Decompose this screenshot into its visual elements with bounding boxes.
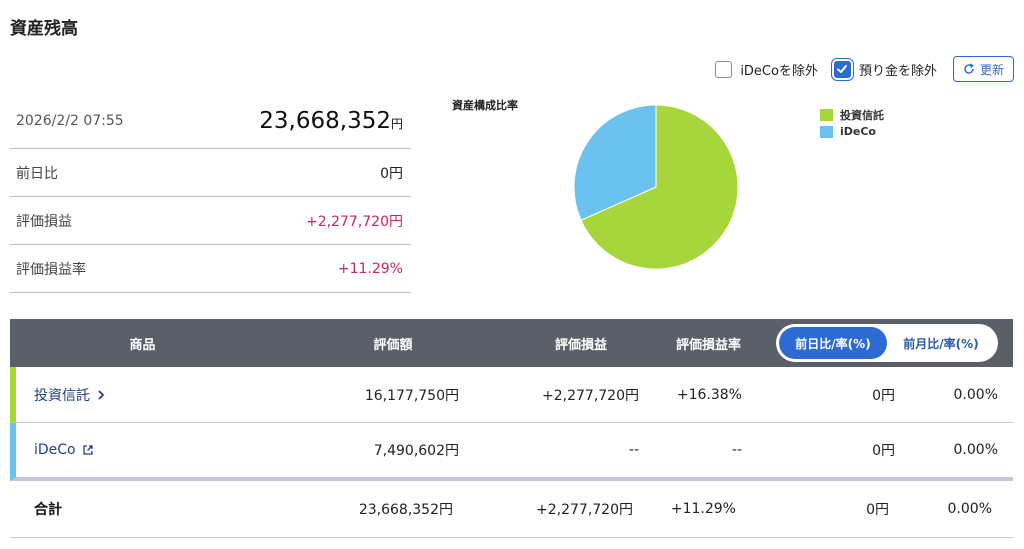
legend-item: 投資信託	[820, 107, 884, 123]
summary-value: +2,277,720円	[306, 213, 403, 230]
pie-slice-investment-trust	[580, 104, 739, 270]
legend-swatch	[820, 109, 833, 121]
day-change-cell: 0円	[872, 387, 895, 404]
table-header: 商品 評価額 評価損益 評価損益率 前日比/率(%) 前月比/率(%)	[10, 319, 1013, 367]
balance-summary: 2026/2/2 07:55 23,668,352円 前日比 0円 評価損益 +…	[10, 93, 411, 293]
gain-cell: +2,277,720円	[536, 502, 633, 518]
asset-allocation-pie-chart	[573, 104, 739, 270]
table-total-row: 合計 23,668,352円 +2,277,720円 +11.29% 0円 0.…	[10, 481, 1013, 538]
gain-rate-cell: +16.38%	[676, 386, 742, 403]
gain-cell: +2,277,720円	[542, 387, 639, 404]
refresh-label: 更新	[979, 62, 1004, 77]
summary-label: 前日比	[16, 165, 58, 182]
chart-title: 資産構成比率	[452, 99, 518, 112]
day-change-tab[interactable]: 前日比/率(%)	[779, 327, 887, 359]
total-balance-unit: 円	[390, 116, 403, 131]
check-icon	[837, 65, 848, 73]
summary-row-gain: 評価損益 +2,277,720円	[10, 197, 411, 245]
total-balance-value: 23,668,352	[259, 107, 391, 134]
product-cell: iDeCo	[16, 442, 326, 458]
value-cell: 16,177,750円	[364, 387, 459, 404]
summary-label: 評価損益	[16, 213, 72, 230]
day-change-cell: 0円	[872, 443, 895, 459]
gain-rate-cell: +11.29%	[670, 501, 736, 517]
header-gain-rate: 評価損益率	[675, 337, 741, 353]
gain-rate-cell: --	[731, 442, 742, 458]
legend-label: 投資信託	[840, 109, 884, 122]
table-row: 投資信託 16,177,750円 +2,277,720円 +16.38% 0円 …	[10, 367, 1013, 423]
product-name: 投資信託	[34, 387, 90, 404]
gain-cell: --	[628, 442, 639, 458]
legend-item: iDeCo	[820, 125, 884, 138]
chart-controls: iDeCoを除外 預り金を除外 更新	[715, 56, 1014, 82]
ideco-link[interactable]: iDeCo	[34, 442, 94, 458]
product-name: iDeCo	[34, 442, 76, 458]
change-period-toggle: 前日比/率(%) 前月比/率(%)	[776, 324, 998, 362]
as-of-datetime: 2026/2/2 07:55	[16, 112, 124, 129]
page-title: 資産残高	[10, 19, 78, 39]
exclude-ideco-label: iDeCoを除外	[740, 63, 818, 79]
total-label: 合計	[34, 502, 62, 518]
summary-value: +11.29%	[337, 260, 403, 277]
legend-label: iDeCo	[840, 125, 876, 138]
holdings-table: 商品 評価額 評価損益 評価損益率 前日比/率(%) 前月比/率(%) 投資信託…	[10, 319, 1013, 538]
day-change-cell: 0円	[866, 502, 889, 518]
day-change-rate-cell: 0.00%	[953, 386, 998, 403]
investment-trust-link[interactable]: 投資信託	[34, 385, 106, 405]
summary-row-day-change: 前日比 0円	[10, 149, 411, 197]
chart-legend: 投資信託 iDeCo	[820, 107, 884, 140]
chevron-right-icon	[98, 389, 105, 400]
summary-value: 0円	[380, 165, 403, 182]
external-link-icon	[82, 445, 93, 455]
header-value: 評価額	[373, 337, 413, 353]
month-change-tab[interactable]: 前月比/率(%)	[903, 336, 979, 351]
pie-slice-ideco	[573, 104, 657, 221]
refresh-icon	[964, 63, 974, 74]
exclude-deposit-label: 預り金を除外	[858, 63, 937, 79]
exclude-deposit-toggle[interactable]: 預り金を除外	[833, 60, 937, 79]
exclude-deposit-checkbox[interactable]	[833, 60, 851, 78]
summary-total-row: 2026/2/2 07:55 23,668,352円	[10, 93, 411, 149]
summary-row-gain-rate: 評価損益率 +11.29%	[10, 245, 411, 293]
day-change-rate-cell: 0.00%	[953, 442, 998, 458]
day-change-rate-cell: 0.00%	[947, 501, 992, 517]
value-cell: 23,668,352円	[358, 502, 453, 518]
refresh-button[interactable]: 更新	[952, 56, 1014, 82]
exclude-ideco-toggle[interactable]: iDeCoを除外	[715, 60, 818, 79]
total-balance: 23,668,352円	[259, 108, 403, 134]
exclude-ideco-checkbox[interactable]	[715, 60, 733, 78]
header-gain: 評価損益	[554, 337, 607, 353]
product-cell: 投資信託	[16, 385, 326, 405]
value-cell: 7,490,602円	[373, 443, 459, 459]
legend-swatch	[820, 125, 833, 138]
table-row: iDeCo 7,490,602円 -- -- 0円 0.00%	[10, 423, 1013, 481]
summary-label: 評価損益率	[16, 261, 86, 278]
header-product: 商品	[129, 337, 156, 353]
